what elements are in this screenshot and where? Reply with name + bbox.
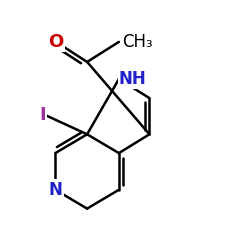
Text: O: O	[48, 33, 64, 51]
Text: NH: NH	[119, 70, 147, 88]
Text: CH₃: CH₃	[122, 33, 153, 51]
Text: N: N	[48, 181, 62, 199]
Text: I: I	[39, 106, 46, 124]
